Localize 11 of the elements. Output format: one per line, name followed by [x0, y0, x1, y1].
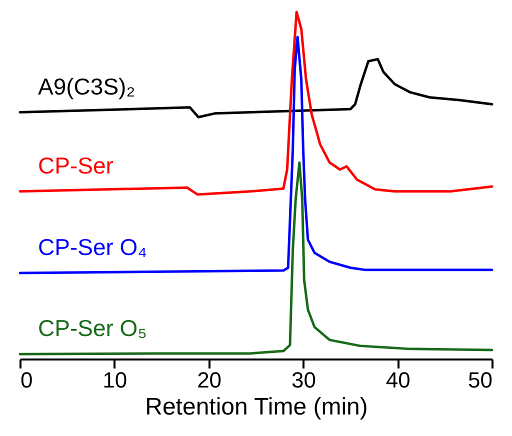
- series-label: CP-Ser O₅: [38, 315, 147, 342]
- series-label: CP-Ser O₄: [38, 234, 148, 260]
- x-tick-label: 30: [291, 368, 316, 392]
- series-label: A9(C3S)₂: [38, 73, 136, 100]
- x-tick-label: 0: [20, 368, 33, 392]
- x-tick-label: 40: [386, 368, 410, 392]
- x-tick-label: 20: [197, 368, 222, 392]
- x-tick-label: 50: [468, 368, 492, 392]
- x-axis-title: Retention Time (min): [145, 394, 368, 420]
- x-tick-label: 10: [102, 368, 128, 392]
- series-label: CP-Ser: [38, 152, 114, 178]
